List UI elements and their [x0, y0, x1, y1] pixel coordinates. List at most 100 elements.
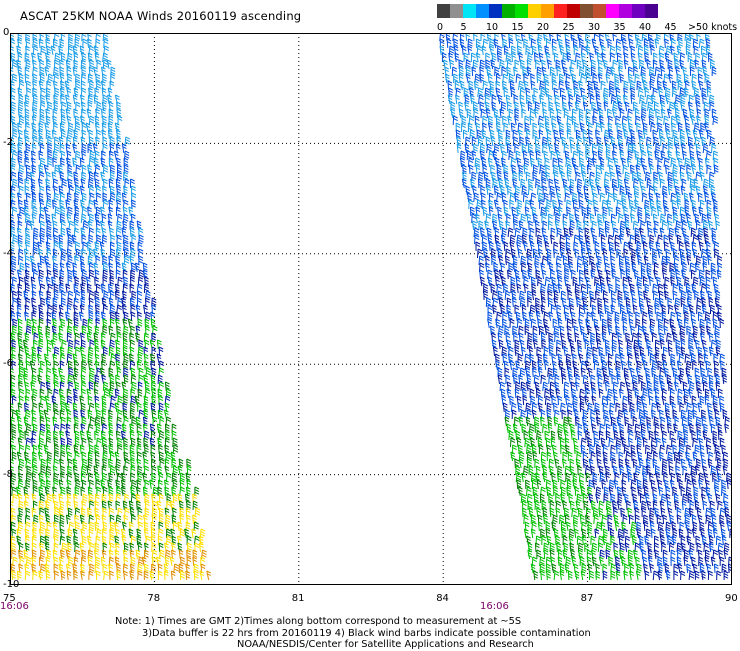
wind-barb	[195, 487, 199, 496]
wind-barb	[611, 571, 615, 580]
wind-barb	[662, 221, 667, 230]
wind-barb	[195, 543, 199, 552]
wind-barb	[13, 494, 17, 503]
wind-barb	[117, 445, 122, 454]
wind-barb	[13, 235, 18, 244]
wind-barb	[144, 550, 148, 559]
wind-barb	[118, 396, 123, 405]
wind-barb	[568, 571, 572, 580]
wind-barb	[650, 564, 654, 573]
wind-barb	[68, 277, 72, 286]
wind-barb	[130, 571, 134, 580]
wind-barb	[20, 207, 25, 216]
wind-barb	[689, 33, 693, 41]
wind-barb	[139, 256, 143, 265]
wind-barb	[603, 60, 607, 69]
legend-label: 10	[486, 22, 498, 33]
wind-barb	[493, 305, 497, 314]
note-line-1: Note: 1) Times are GMT 2)Times along bot…	[115, 616, 591, 628]
wind-barb	[118, 116, 122, 125]
wind-barb	[194, 571, 198, 580]
wind-barb	[13, 130, 17, 139]
wind-barb	[603, 571, 607, 580]
wind-barb	[595, 529, 599, 538]
wind-barb	[132, 417, 136, 426]
wind-barb	[653, 571, 658, 580]
legend-color-5	[502, 4, 515, 18]
wind-barb	[104, 571, 109, 580]
wind-barb	[717, 270, 721, 279]
wind-barb	[669, 102, 674, 111]
wind-barb	[594, 33, 599, 41]
wind-barb	[692, 165, 696, 174]
wind-barb	[666, 256, 670, 265]
legend-color-7	[528, 4, 541, 18]
wind-barb	[714, 165, 718, 174]
wind-barb	[41, 480, 45, 489]
wind-barb	[717, 473, 721, 482]
wind-barb	[76, 347, 80, 356]
wind-barb	[200, 571, 204, 580]
wind-barb	[684, 88, 688, 97]
wind-barb	[124, 256, 129, 265]
wind-barb	[51, 46, 55, 55]
wind-barb	[55, 207, 60, 216]
wind-barb	[645, 571, 649, 580]
wind-barb	[40, 235, 44, 244]
x-tick-label: 84	[436, 593, 449, 604]
wind-barb	[551, 305, 555, 314]
wind-barb	[96, 193, 100, 202]
wind-barb	[725, 424, 729, 433]
wind-barb	[62, 179, 67, 188]
wind-barb	[96, 137, 100, 146]
wind-barb	[534, 571, 538, 580]
wind-barb	[171, 571, 175, 580]
wind-barb	[624, 60, 628, 69]
wind-barb	[89, 270, 94, 279]
legend-color-10	[567, 4, 580, 18]
wind-barb	[46, 571, 50, 580]
legend-label: 40	[639, 22, 651, 33]
wind-barb	[68, 74, 72, 83]
wind-barb	[554, 571, 559, 580]
y-tick-label: -4	[3, 248, 13, 259]
wind-barb	[476, 53, 480, 62]
wind-barb	[194, 522, 199, 531]
wind-barb	[647, 529, 651, 538]
wind-barb	[661, 151, 665, 160]
wind-barb	[713, 116, 718, 125]
pass-time-label: 16:06	[0, 601, 29, 612]
wind-barb	[47, 403, 51, 412]
wind-barb	[138, 571, 143, 580]
wind-barb	[69, 557, 73, 566]
wind-barb	[724, 550, 728, 559]
wind-barb	[695, 571, 699, 580]
y-tick-label: -8	[3, 469, 13, 480]
wind-barb	[76, 165, 81, 174]
wind-barb	[534, 109, 538, 118]
wind-barb	[524, 466, 529, 475]
wind-barb	[700, 172, 704, 181]
wind-barb	[519, 459, 523, 468]
legend-label: 30	[588, 22, 600, 33]
wind-barb	[521, 410, 526, 419]
wind-barb	[542, 270, 546, 279]
wind-barb	[103, 165, 108, 174]
wind-barb	[591, 452, 595, 461]
wind-barb	[593, 480, 597, 489]
wind-barb	[716, 221, 720, 230]
wind-barb	[511, 452, 515, 461]
wind-barb	[723, 466, 727, 475]
wind-barb	[160, 417, 164, 426]
wind-barb	[12, 60, 17, 69]
wind-barb	[181, 571, 185, 580]
wind-barb	[482, 130, 486, 139]
note-line-2: 3)Data buffer is 22 hrs from 20160119 4)…	[115, 628, 591, 640]
wind-barb	[611, 67, 615, 76]
wind-barb	[677, 200, 681, 209]
wind-barb	[624, 571, 628, 580]
wind-barb	[606, 473, 610, 482]
wind-barb	[89, 501, 93, 510]
wind-barb	[47, 249, 51, 258]
wind-barb	[679, 375, 683, 384]
